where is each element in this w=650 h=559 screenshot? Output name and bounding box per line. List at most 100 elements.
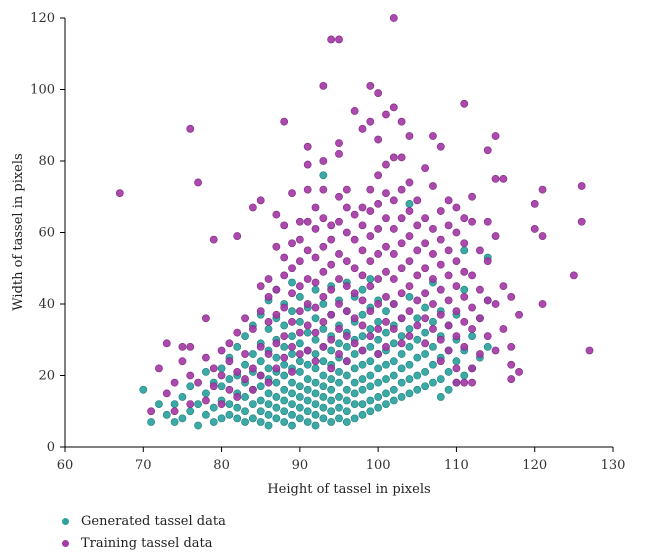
data-point — [288, 264, 296, 273]
data-point — [397, 117, 406, 126]
data-point — [295, 350, 304, 358]
data-point — [256, 196, 265, 205]
data-point — [382, 360, 390, 369]
data-point — [421, 328, 430, 337]
data-point — [374, 225, 383, 233]
data-point — [350, 378, 359, 387]
data-point — [335, 35, 343, 44]
data-point — [569, 271, 578, 280]
data-point — [264, 325, 273, 333]
data-point — [233, 393, 242, 401]
data-point — [436, 207, 445, 215]
data-point — [264, 350, 273, 358]
data-point — [335, 250, 343, 258]
data-point — [429, 360, 437, 369]
data-point — [264, 421, 273, 430]
data-point — [327, 285, 336, 294]
data-point — [342, 357, 351, 366]
data-point — [405, 282, 414, 291]
data-point — [382, 189, 390, 198]
data-point — [397, 214, 406, 223]
data-point — [319, 82, 328, 90]
data-point — [256, 357, 265, 366]
data-point — [452, 364, 461, 373]
data-point — [382, 389, 390, 398]
data-point — [288, 400, 296, 408]
data-point — [350, 339, 359, 348]
data-point — [264, 317, 273, 326]
data-point — [389, 325, 398, 333]
data-point — [225, 385, 234, 394]
data-point — [452, 378, 461, 387]
data-point — [382, 317, 390, 326]
data-point — [335, 149, 343, 158]
data-point — [429, 250, 437, 258]
data-point — [397, 393, 406, 401]
data-point — [264, 378, 273, 387]
data-point — [311, 203, 320, 212]
data-point — [241, 350, 249, 358]
data-point — [444, 196, 453, 205]
data-point — [288, 278, 296, 287]
data-point — [272, 285, 281, 294]
data-point — [272, 210, 281, 219]
series-training — [115, 14, 594, 416]
data-point — [295, 368, 304, 376]
data-point — [303, 396, 312, 405]
data-point — [389, 103, 398, 112]
data-point — [366, 332, 375, 341]
data-point — [530, 199, 539, 208]
data-point — [335, 350, 343, 358]
data-point — [350, 289, 359, 298]
data-point — [397, 289, 406, 298]
data-point — [460, 239, 469, 248]
data-point — [264, 410, 273, 419]
data-point — [272, 393, 281, 401]
data-point — [248, 385, 257, 394]
data-point — [225, 339, 234, 348]
data-point — [295, 403, 304, 412]
data-point — [389, 357, 398, 366]
data-point — [350, 364, 359, 373]
data-point — [436, 235, 445, 244]
data-point — [272, 310, 281, 319]
data-point — [421, 303, 430, 312]
data-point — [460, 292, 469, 301]
data-point — [162, 410, 171, 419]
data-point — [264, 275, 273, 283]
data-point — [248, 364, 257, 373]
data-point — [217, 400, 226, 408]
data-point — [366, 117, 375, 126]
data-point — [389, 300, 398, 308]
data-point — [397, 332, 406, 341]
data-point — [319, 414, 328, 423]
data-point — [358, 321, 367, 330]
data-point — [421, 382, 430, 391]
data-point — [358, 296, 367, 305]
data-point — [311, 410, 320, 419]
data-point — [303, 346, 312, 355]
data-point — [405, 132, 414, 140]
data-point — [421, 239, 430, 248]
data-point — [460, 378, 469, 387]
data-point — [374, 199, 383, 208]
data-point — [288, 189, 296, 198]
data-point — [468, 192, 476, 201]
data-point — [248, 400, 257, 408]
data-point — [288, 239, 296, 248]
data-point — [421, 339, 430, 348]
data-point — [405, 199, 414, 208]
data-point — [374, 350, 383, 358]
data-point — [217, 346, 226, 355]
data-point — [319, 300, 328, 308]
data-point — [170, 407, 179, 416]
data-point — [288, 332, 296, 341]
data-point — [436, 285, 445, 294]
data-point — [335, 217, 343, 226]
data-point — [366, 325, 375, 333]
data-point — [319, 317, 328, 326]
y-tick-label: 40 — [38, 297, 55, 312]
data-point — [202, 410, 210, 419]
data-point — [413, 321, 422, 330]
data-point — [444, 246, 453, 255]
